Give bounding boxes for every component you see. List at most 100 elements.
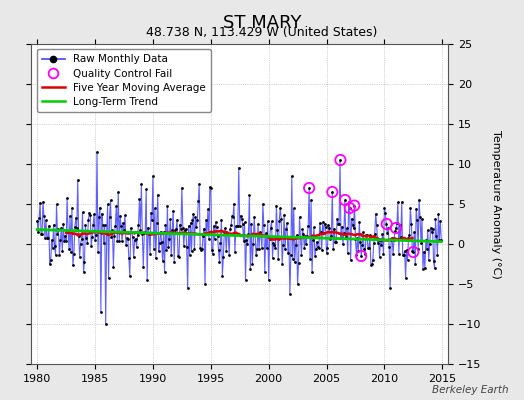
Point [327, 233, 335, 240]
Point [249, 241, 257, 248]
Point [154, 192, 162, 198]
Point [374, 237, 383, 243]
Point [306, 256, 314, 263]
Point [97, 211, 106, 217]
Point [294, 260, 303, 266]
Point [185, 252, 194, 258]
Point [318, 247, 326, 254]
Point [197, 247, 205, 253]
Point [400, 248, 409, 254]
Point [157, 239, 166, 245]
Point [209, 250, 217, 257]
Point [264, 218, 272, 225]
Point [346, 257, 355, 264]
Point [367, 262, 375, 268]
Point [263, 245, 271, 251]
Point [414, 246, 422, 252]
Point [380, 205, 389, 211]
Point [54, 226, 63, 232]
Point [108, 227, 117, 234]
Point [274, 256, 282, 262]
Point [95, 214, 103, 220]
Point [278, 260, 286, 267]
Point [277, 216, 286, 222]
Point [231, 249, 239, 255]
Point [85, 210, 93, 216]
Point [58, 248, 67, 254]
Point [48, 245, 57, 251]
Point [270, 242, 279, 248]
Point [96, 309, 105, 315]
Point [293, 281, 302, 287]
Point [329, 246, 337, 252]
Point [239, 238, 248, 244]
Point [52, 201, 61, 208]
Point [361, 251, 369, 257]
Point [338, 224, 346, 230]
Point [250, 214, 258, 220]
Point [33, 218, 41, 224]
Point [372, 210, 380, 217]
Point [269, 239, 278, 246]
Point [422, 237, 430, 244]
Point [392, 225, 400, 231]
Point [324, 222, 333, 228]
Point [418, 216, 426, 222]
Point [84, 217, 93, 224]
Point [192, 224, 201, 230]
Point [216, 240, 225, 246]
Point [251, 232, 259, 238]
Point [117, 223, 125, 230]
Point [42, 217, 50, 224]
Point [304, 223, 312, 229]
Point [57, 225, 66, 232]
Point [110, 232, 118, 239]
Point [160, 269, 169, 275]
Point [205, 236, 213, 242]
Point [314, 245, 323, 252]
Point [429, 226, 437, 232]
Point [305, 185, 313, 191]
Point [71, 224, 79, 230]
Point [397, 234, 405, 240]
Point [233, 223, 241, 230]
Point [202, 217, 210, 223]
Point [365, 244, 373, 251]
Point [63, 195, 71, 201]
Point [394, 199, 402, 206]
Point [290, 259, 299, 266]
Point [235, 222, 244, 229]
Point [342, 234, 350, 240]
Point [141, 228, 149, 235]
Point [46, 260, 54, 267]
Point [392, 225, 400, 231]
Point [253, 246, 261, 252]
Point [80, 259, 89, 265]
Point [62, 238, 70, 244]
Point [283, 220, 291, 226]
Point [148, 216, 156, 223]
Point [199, 233, 208, 239]
Point [191, 214, 200, 220]
Point [345, 205, 354, 211]
Point [272, 202, 280, 209]
Point [287, 252, 295, 258]
Point [261, 230, 270, 236]
Point [430, 265, 439, 272]
Point [402, 247, 411, 253]
Point [211, 236, 219, 242]
Point [170, 259, 178, 265]
Point [319, 219, 327, 226]
Y-axis label: Temperature Anomaly (°C): Temperature Anomaly (°C) [490, 130, 500, 278]
Point [423, 227, 432, 234]
Point [310, 224, 318, 231]
Point [190, 246, 199, 252]
Point [369, 240, 378, 246]
Point [229, 214, 237, 220]
Point [212, 223, 221, 230]
Point [200, 225, 208, 232]
Point [405, 232, 413, 238]
Point [420, 248, 428, 255]
Point [87, 243, 95, 249]
Point [218, 273, 226, 279]
